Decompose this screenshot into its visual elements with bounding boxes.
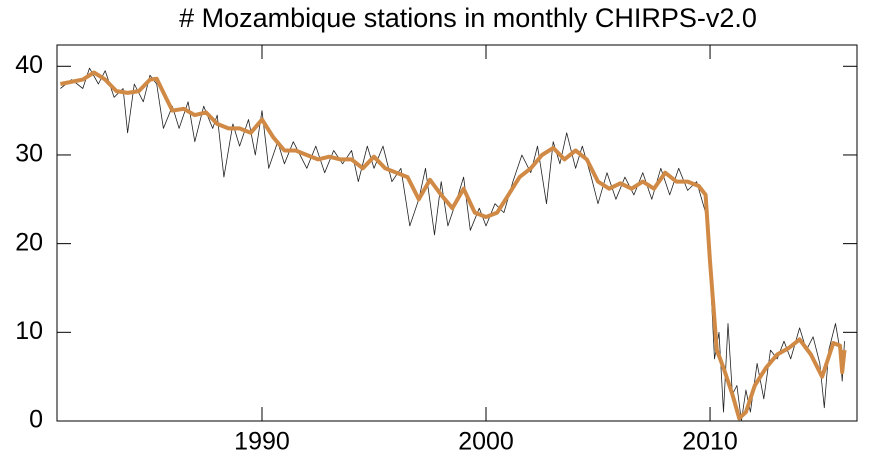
data-line: [60, 70, 847, 421]
x-tick-label: 1990: [234, 428, 290, 456]
data-line: [60, 67, 845, 422]
y-tick-label: 30: [15, 140, 43, 168]
x-tick-label: 2010: [682, 428, 738, 456]
plot-frame: [56, 44, 858, 422]
y-tick-label: 40: [15, 51, 43, 79]
y-tick-label: 10: [15, 317, 43, 345]
x-tick-label: 2000: [458, 428, 514, 456]
y-tick-label: 0: [29, 406, 43, 434]
y-tick-label: 20: [15, 228, 43, 256]
chart-title: # Mozambique stations in monthly CHIRPS-…: [179, 3, 757, 33]
